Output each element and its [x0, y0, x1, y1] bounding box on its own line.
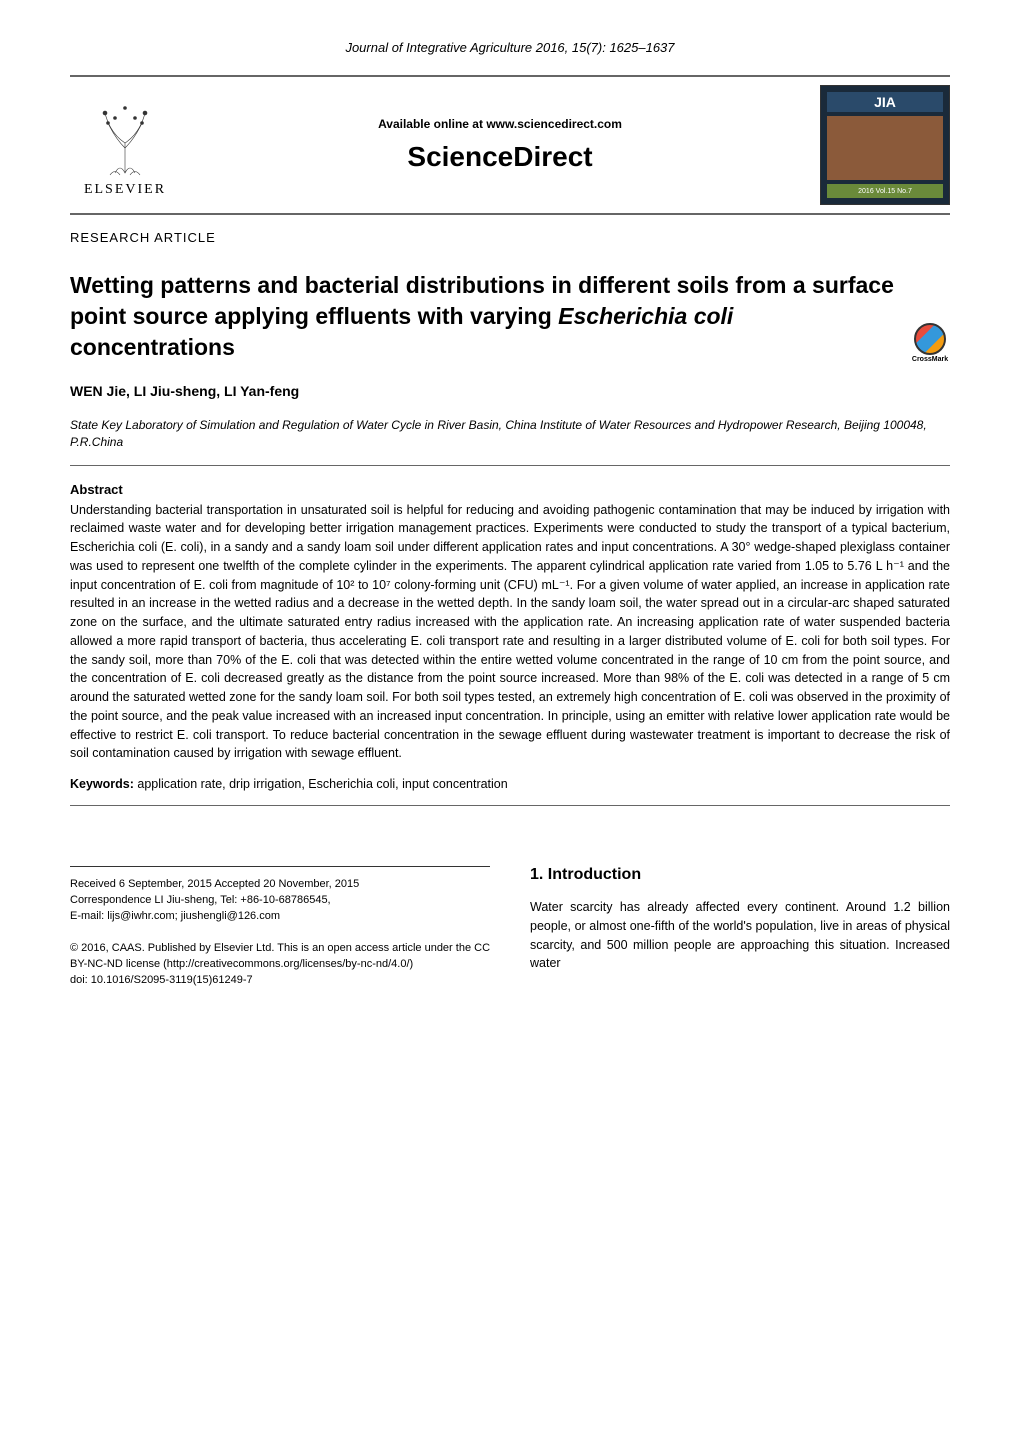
jia-label: JIA [827, 92, 943, 112]
copyright-line: © 2016, CAAS. Published by Elsevier Ltd.… [70, 941, 490, 973]
jia-issue-label: 2016 Vol.15 No.7 [827, 184, 943, 198]
elsevier-tree-icon [80, 93, 170, 178]
title-part-1: Wetting patterns and bacterial distribut… [70, 272, 894, 329]
title-italic-species: Escherichia coli [558, 303, 733, 329]
introduction-column: 1. Introduction Water scarcity has alrea… [530, 866, 950, 989]
article-title: Wetting patterns and bacterial distribut… [70, 270, 950, 363]
correspondence-line: Correspondence LI Jiu-sheng, Tel: +86-10… [70, 893, 490, 909]
authors-list: WEN Jie, LI Jiu-sheng, LI Yan-feng [70, 383, 950, 399]
keywords-line: Keywords: application rate, drip irrigat… [70, 777, 950, 806]
elsevier-logo: ELSEVIER [70, 85, 180, 205]
tree-svg [80, 93, 170, 178]
doi-line: doi: 10.1016/S2095-3119(15)61249-7 [70, 973, 490, 989]
journal-citation: Journal of Integrative Agriculture 2016,… [70, 40, 950, 55]
introduction-heading: 1. Introduction [530, 866, 950, 884]
crossmark-label: CrossMark [910, 355, 950, 364]
crossmark-badge[interactable]: CrossMark [910, 323, 950, 363]
abstract-text: Understanding bacterial transportation i… [70, 501, 950, 764]
jia-journal-badge: JIA 2016 Vol.15 No.7 [820, 85, 950, 205]
keywords-text: application rate, drip irrigation, Esche… [134, 777, 508, 791]
available-online-text: Available online at www.sciencedirect.co… [180, 117, 820, 131]
received-accepted-dates: Received 6 September, 2015 Accepted 20 N… [70, 877, 490, 893]
bottom-two-column: Received 6 September, 2015 Accepted 20 N… [70, 866, 950, 989]
article-info-footer: Received 6 September, 2015 Accepted 20 N… [70, 866, 490, 989]
sciencedirect-block: Available online at www.sciencedirect.co… [180, 117, 820, 173]
crossmark-icon [914, 323, 946, 355]
sciencedirect-title: ScienceDirect [180, 141, 820, 173]
email-line: E-mail: lijs@iwhr.com; jiushengli@126.co… [70, 909, 490, 925]
introduction-text: Water scarcity has already affected ever… [530, 898, 950, 973]
title-part-2: concentrations [70, 334, 235, 360]
publisher-header-row: ELSEVIER Available online at www.science… [70, 75, 950, 215]
jia-cover-image [827, 116, 943, 180]
article-type-label: RESEARCH ARTICLE [70, 230, 950, 245]
abstract-heading: Abstract [70, 482, 950, 497]
elsevier-label: ELSEVIER [84, 182, 166, 198]
affiliation-text: State Key Laboratory of Simulation and R… [70, 417, 950, 466]
keywords-label: Keywords: [70, 777, 134, 791]
